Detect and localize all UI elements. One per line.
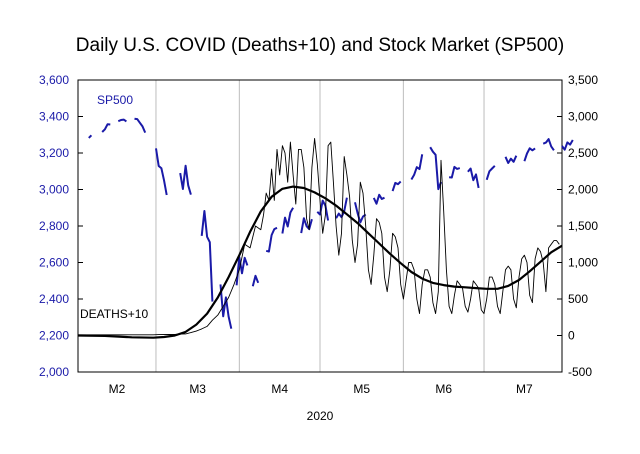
y-right-tick-label-1: 0	[568, 329, 575, 343]
y-left-tick-label-4: 2,800	[39, 219, 69, 233]
x-tick-label-m6: M6	[435, 382, 452, 396]
y-right-tick-label-0: -500	[568, 365, 592, 379]
x-tick-label-m2: M2	[109, 382, 126, 396]
y-left-tick-label-6: 3,200	[39, 146, 69, 160]
y-right-tick-label-4: 1,500	[568, 219, 598, 233]
sp500-line	[88, 117, 574, 329]
y-right-tick-label-2: 500	[568, 292, 588, 306]
x-tick-label-m4: M4	[271, 382, 288, 396]
y-left-tick-label-8: 3,600	[39, 73, 69, 87]
y-left-tick-label-1: 2,200	[39, 329, 69, 343]
x-tick-label-m5: M5	[353, 382, 370, 396]
y-right-tick-label-5: 2,000	[568, 183, 598, 197]
y-left-tick-label-0: 2,000	[39, 365, 69, 379]
y-left-tick-label-5: 3,000	[39, 183, 69, 197]
deaths-series-label: DEATHS+10	[80, 307, 148, 321]
y-left-tick-label-3: 2,600	[39, 256, 69, 270]
x-tick-label-m3: M3	[189, 382, 206, 396]
y-right-tick-label-8: 3,500	[568, 73, 598, 87]
axis-layer: M2 M3 M4 M5 M6 M7 2,000 2,200 2,400 2,600 2,800 3,0…	[39, 73, 598, 396]
grid-layer	[155, 80, 485, 372]
chart-title: Daily U.S. COVID (Deaths+10) and Stock M…	[76, 35, 564, 56]
sp500-series-label: SP500	[97, 93, 133, 107]
x-tick-label-m7: M7	[516, 382, 533, 396]
series-layer	[77, 117, 574, 339]
y-right-tick-label-7: 3,000	[568, 110, 598, 124]
deaths-daily-line	[78, 137, 560, 336]
y-right-tick-label-3: 1,000	[568, 256, 598, 270]
deaths-trend-line	[77, 185, 563, 339]
y-right-tick-label-6: 2,500	[568, 146, 598, 160]
y-left-tick-label-2: 2,400	[39, 292, 69, 306]
y-left-tick-label-7: 3,400	[39, 110, 69, 124]
x-axis-year-label: 2020	[307, 409, 334, 423]
